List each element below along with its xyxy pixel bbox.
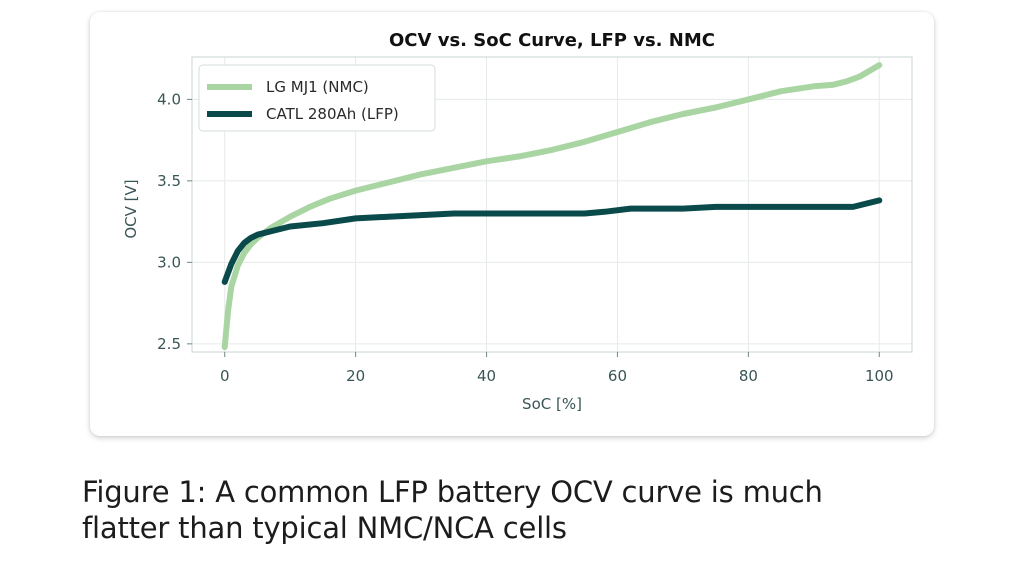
- y-tick-label: 3.0: [157, 253, 181, 271]
- y-axis: 2.5 3.0 3.5 4.0: [157, 90, 192, 353]
- x-axis-label: SoC [%]: [522, 395, 582, 413]
- caption-line-2: flatter than typical NMC/NCA cells: [82, 511, 567, 545]
- x-tick-label: 40: [477, 367, 496, 385]
- y-axis-label: OCV [V]: [122, 179, 140, 238]
- series-line-lfp: [221, 197, 883, 285]
- grid: [192, 57, 912, 352]
- x-tick-label: 0: [220, 367, 230, 385]
- series-line-nmc: [221, 62, 883, 351]
- x-tick-label: 100: [865, 367, 894, 385]
- figure-caption: Figure 1: A common LFP battery OCV curve…: [82, 474, 982, 546]
- x-tick-label: 60: [608, 367, 627, 385]
- plot-area: [191, 56, 913, 353]
- legend: LG MJ1 (NMC) CATL 280Ah (LFP): [198, 64, 436, 132]
- legend-label-lfp: CATL 280Ah (LFP): [266, 105, 399, 123]
- y-tick-label: 2.5: [157, 335, 181, 353]
- chart-title: OCV vs. SoC Curve, LFP vs. NMC: [389, 30, 715, 51]
- legend-box: [198, 64, 436, 132]
- x-tick-label: 80: [739, 367, 758, 385]
- series-layer: [221, 62, 883, 351]
- x-axis: 0 20 40 60 80 100: [220, 352, 894, 385]
- x-tick-label: 20: [346, 367, 365, 385]
- y-tick-label: 3.5: [157, 172, 181, 190]
- y-tick-label: 4.0: [157, 90, 181, 108]
- legend-label-nmc: LG MJ1 (NMC): [266, 78, 369, 96]
- caption-line-1: Figure 1: A common LFP battery OCV curve…: [82, 475, 823, 509]
